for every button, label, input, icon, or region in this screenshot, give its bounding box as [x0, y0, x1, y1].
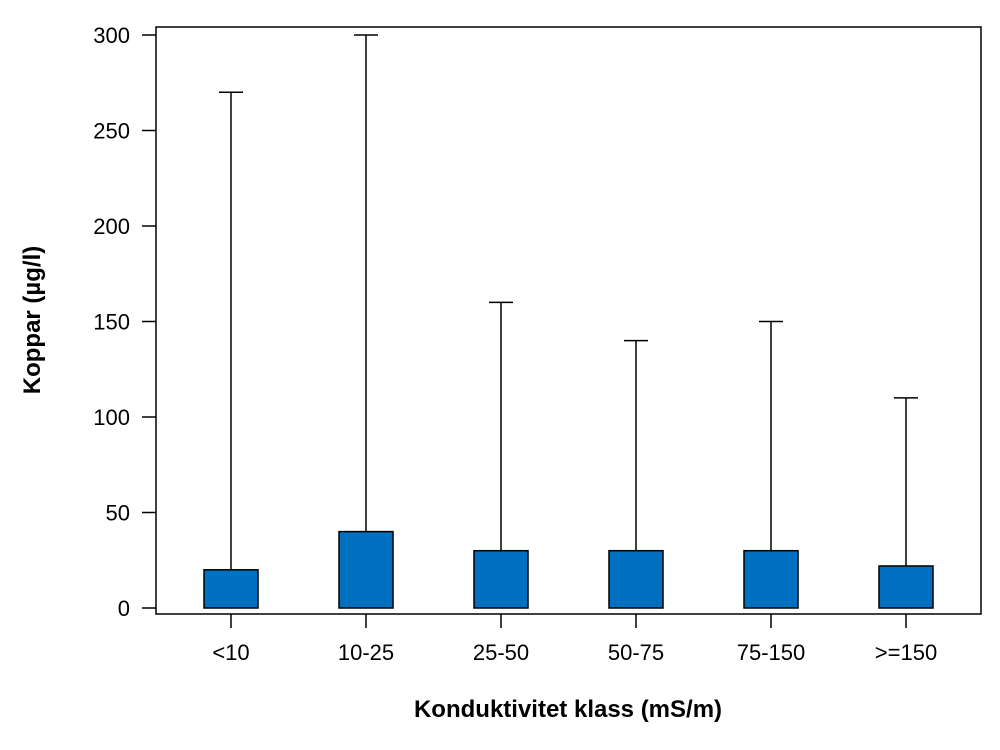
- x-tick-label: 10-25: [338, 640, 394, 665]
- y-tick-label: 200: [93, 214, 130, 239]
- y-tick-label: 150: [93, 310, 130, 335]
- x-tick-label: 50-75: [608, 640, 664, 665]
- bar: [473, 549, 529, 609]
- y-tick-label: 250: [93, 119, 130, 144]
- whiskers: [219, 34, 918, 570]
- bars: [203, 530, 934, 609]
- x-tick-label: <10: [212, 640, 249, 665]
- bar: [878, 565, 934, 609]
- x-axis-title: Konduktivitet klass (mS/m): [414, 696, 722, 723]
- bar: [743, 549, 799, 609]
- plot-area: [155, 26, 982, 615]
- x-tick-label: >=150: [875, 640, 937, 665]
- y-axis-title: Koppar (µg/l): [19, 246, 46, 394]
- y-tick-label: 50: [106, 501, 130, 526]
- y-tick-label: 300: [93, 23, 130, 48]
- bar: [338, 530, 394, 609]
- x-tick-label: 75-150: [737, 640, 806, 665]
- bar: [608, 549, 664, 609]
- y-tick-label: 0: [118, 596, 130, 621]
- x-tick-label: 25-50: [473, 640, 529, 665]
- y-tick-label: 100: [93, 405, 130, 430]
- x-axis: <10 10-25 25-50 50-75 75-150 >=150: [212, 614, 937, 665]
- y-axis: 0 50 100 150 200 250 300: [93, 23, 156, 621]
- bar: [203, 569, 259, 609]
